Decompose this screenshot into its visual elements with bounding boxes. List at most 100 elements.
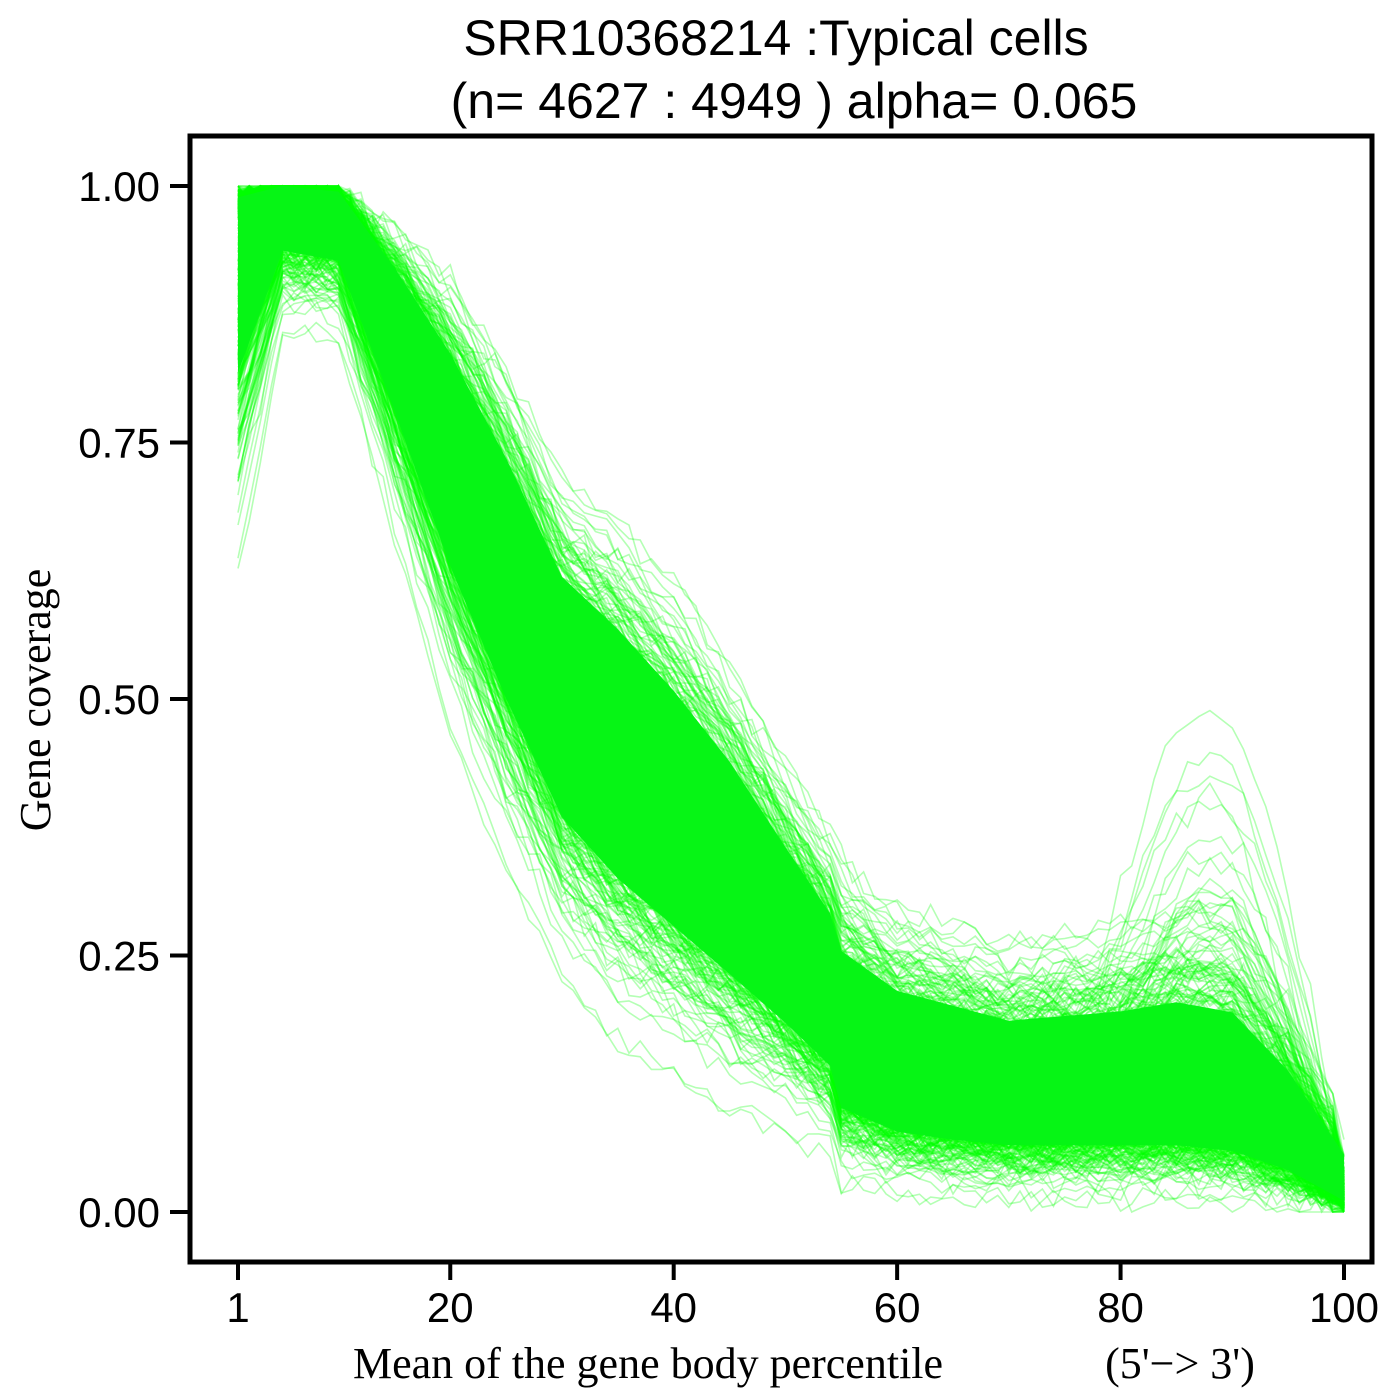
coverage-density-core — [238, 186, 1344, 1201]
coverage-line — [237, 185, 1345, 1185]
coverage-line — [237, 276, 1344, 1213]
coverage-line — [237, 185, 1345, 1181]
coverage-line — [237, 184, 1345, 1172]
coverage-line — [237, 262, 1345, 1212]
coverage-line — [237, 185, 1345, 1188]
coverage-line — [237, 184, 1345, 1169]
coverage-line — [237, 285, 1345, 1213]
coverage-line — [237, 184, 1345, 1185]
coverage-line — [237, 185, 1345, 1188]
coverage-line — [237, 274, 1345, 1213]
y-tick-label: 0.25 — [78, 933, 160, 980]
coverage-line — [237, 185, 1345, 1191]
coverage-line — [237, 256, 1345, 1203]
coverage-line — [237, 259, 1345, 1207]
coverage-line — [237, 251, 1345, 1206]
coverage-line — [237, 321, 1344, 1214]
coverage-line — [237, 297, 1345, 1213]
x-tick-label: 80 — [1097, 1284, 1144, 1331]
coverage-line — [237, 184, 1345, 1178]
coverage-line — [237, 184, 1345, 1178]
coverage-lines — [237, 183, 1345, 1214]
coverage-line — [237, 278, 1345, 1214]
coverage-line — [237, 185, 1345, 1164]
coverage-line — [237, 254, 1345, 1199]
coverage-line — [237, 265, 1345, 1209]
coverage-line — [237, 268, 1345, 1212]
coverage-line — [237, 259, 1345, 1204]
coverage-line — [237, 282, 1345, 1209]
coverage-line — [237, 258, 1345, 1212]
coverage-line — [237, 185, 1345, 1159]
coverage-line — [237, 270, 1345, 1207]
coverage-line — [237, 185, 1345, 1157]
x-axis-ticks: 1 20 40 60 80 100 — [226, 1262, 1379, 1331]
coverage-line — [237, 259, 1345, 1213]
coverage-line — [237, 271, 1345, 1210]
coverage-line — [237, 277, 1345, 1205]
coverage-line — [237, 264, 1345, 1208]
coverage-line — [237, 241, 1345, 1212]
coverage-line — [237, 248, 1345, 1209]
coverage-line — [237, 250, 1345, 1202]
coverage-line — [237, 251, 1345, 1212]
coverage-line — [237, 185, 1345, 1140]
coverage-line — [237, 253, 1345, 1208]
coverage-line — [237, 254, 1345, 1207]
coverage-line — [237, 272, 1345, 1214]
y-axis-ticks: 0.00 0.25 0.50 0.75 1.00 — [78, 163, 190, 1236]
coverage-line — [237, 248, 1345, 1209]
coverage-line — [237, 184, 1345, 1189]
coverage-line — [237, 184, 1345, 1179]
coverage-line — [237, 246, 1345, 1208]
coverage-line — [237, 184, 1345, 1183]
coverage-line — [237, 185, 1345, 1170]
coverage-line — [237, 256, 1345, 1206]
coverage-line — [237, 184, 1345, 1169]
coverage-line — [237, 283, 1345, 1209]
coverage-line — [237, 185, 1345, 1156]
coverage-line — [237, 247, 1345, 1212]
coverage-line — [237, 256, 1345, 1204]
coverage-line — [237, 185, 1345, 1186]
y-axis-label: Gene coverage — [11, 569, 60, 832]
coverage-line — [237, 185, 1345, 1187]
coverage-line — [237, 184, 1345, 1155]
coverage-line — [237, 250, 1345, 1213]
coverage-line — [237, 184, 1345, 1185]
coverage-line — [237, 185, 1345, 1165]
x-axis-label: Mean of the gene body percentile — [353, 1339, 943, 1388]
y-tick-label: 0.50 — [78, 676, 160, 723]
coverage-line — [237, 291, 1345, 1212]
coverage-line — [237, 185, 1345, 1173]
coverage-line — [237, 185, 1345, 1158]
coverage-line — [237, 251, 1345, 1206]
coverage-line — [237, 255, 1345, 1211]
coverage-line — [237, 240, 1345, 1201]
coverage-line — [237, 185, 1345, 1173]
coverage-line — [237, 269, 1344, 1213]
coverage-line — [237, 289, 1345, 1211]
coverage-line — [237, 185, 1345, 1158]
coverage-line — [237, 292, 1345, 1211]
coverage-line — [237, 261, 1345, 1207]
y-tick-label: 1.00 — [78, 163, 160, 210]
coverage-line — [237, 267, 1345, 1208]
coverage-line — [237, 184, 1345, 1172]
y-tick-label: 0.75 — [78, 420, 160, 467]
y-tick-label: 0.00 — [78, 1189, 160, 1236]
x-tick-label: 1 — [226, 1284, 249, 1331]
x-axis-label-direction: (5'−> 3') — [1105, 1339, 1255, 1388]
coverage-line — [237, 260, 1345, 1210]
x-tick-label: 40 — [650, 1284, 697, 1331]
coverage-line — [237, 185, 1345, 1173]
coverage-line — [237, 275, 1345, 1204]
coverage-line — [237, 185, 1345, 1179]
coverage-line — [237, 299, 1345, 1211]
coverage-line — [237, 273, 1345, 1210]
coverage-line — [237, 256, 1345, 1203]
coverage-line — [237, 269, 1345, 1211]
x-tick-label: 100 — [1309, 1284, 1379, 1331]
coverage-line — [237, 255, 1345, 1209]
